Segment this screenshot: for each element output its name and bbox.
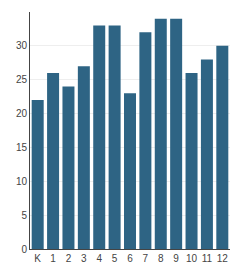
svg-text:11: 11 xyxy=(202,253,213,264)
svg-text:10: 10 xyxy=(186,253,198,264)
svg-text:4: 4 xyxy=(96,253,102,264)
svg-text:6: 6 xyxy=(127,253,133,264)
svg-text:25: 25 xyxy=(16,74,28,85)
svg-text:10: 10 xyxy=(16,176,28,187)
svg-text:8: 8 xyxy=(158,253,164,264)
svg-text:30: 30 xyxy=(16,40,28,51)
svg-text:K: K xyxy=(34,253,41,264)
svg-text:2: 2 xyxy=(66,253,72,264)
svg-text:12: 12 xyxy=(217,253,229,264)
svg-text:20: 20 xyxy=(16,108,28,119)
svg-text:5: 5 xyxy=(112,253,118,264)
svg-text:3: 3 xyxy=(81,253,87,264)
svg-text:9: 9 xyxy=(173,253,179,264)
svg-text:5: 5 xyxy=(21,210,27,221)
svg-text:15: 15 xyxy=(16,142,28,153)
svg-text:0: 0 xyxy=(21,244,27,255)
svg-text:7: 7 xyxy=(143,253,149,264)
svg-text:1: 1 xyxy=(50,253,56,264)
